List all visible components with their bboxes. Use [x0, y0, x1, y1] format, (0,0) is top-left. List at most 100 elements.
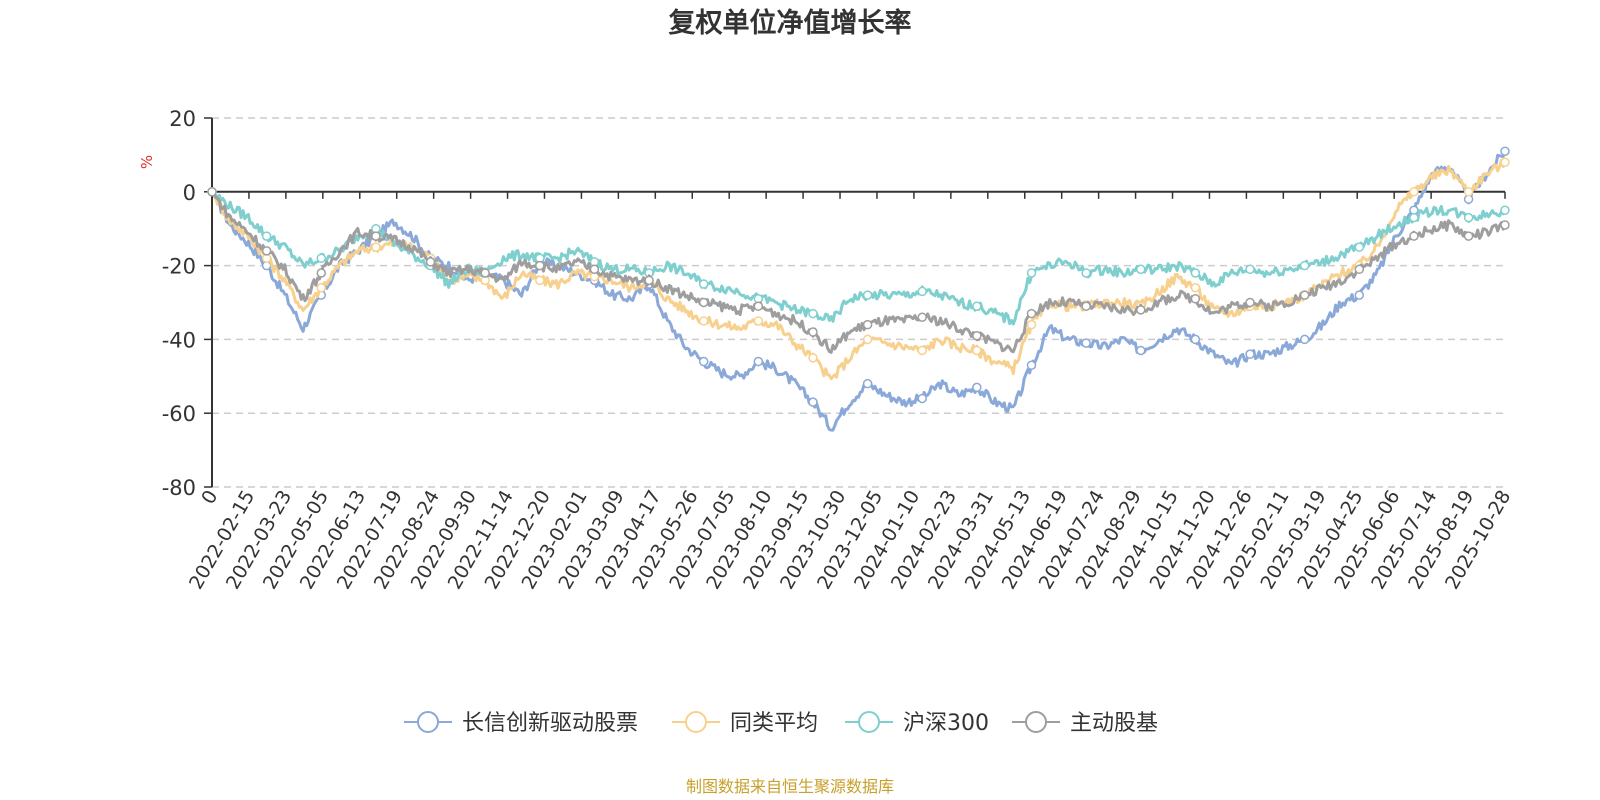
- legend-label: 主动股基: [1070, 711, 1158, 736]
- data-point: [1136, 305, 1146, 315]
- grid-lines: [212, 117, 1505, 488]
- data-point: [1500, 205, 1510, 215]
- data-point: [1081, 338, 1091, 348]
- data-point: [1190, 282, 1201, 293]
- data-point: [1081, 301, 1091, 311]
- y-axis-unit: %: [138, 155, 156, 169]
- data-point: [316, 282, 327, 293]
- data-point: [862, 334, 873, 345]
- data-point: [1026, 268, 1037, 278]
- data-point: [972, 382, 982, 393]
- legend-label: 沪深300: [903, 711, 989, 736]
- legend-item[interactable]: 沪深300: [845, 711, 989, 736]
- data-point: [535, 260, 545, 271]
- chart-title: 复权单位净值增长率: [669, 7, 912, 39]
- series-line: [211, 190, 1507, 326]
- data-source-note: 制图数据来自恒生聚源数据库: [686, 777, 894, 796]
- data-point: [1081, 268, 1091, 278]
- data-point: [1026, 319, 1037, 330]
- data-point: [972, 345, 982, 356]
- data-point: [261, 231, 272, 241]
- data-point: [1354, 264, 1365, 275]
- data-point: [1190, 334, 1201, 345]
- y-tick-label: 0: [183, 181, 196, 205]
- y-tick-label: -60: [162, 402, 196, 426]
- y-tick-label: -20: [162, 255, 196, 279]
- data-point: [1409, 231, 1419, 241]
- data-point: [698, 356, 709, 367]
- data-point: [862, 378, 873, 389]
- data-point: [698, 297, 709, 308]
- data-point: [1500, 157, 1510, 168]
- data-point: [862, 319, 873, 330]
- data-point: [371, 231, 381, 241]
- data-point: [1026, 360, 1037, 370]
- data-point: [917, 312, 927, 323]
- y-tick-label: -40: [162, 328, 196, 352]
- legend-marker: [1025, 711, 1047, 733]
- data-point: [1026, 308, 1037, 319]
- data-point: [972, 330, 982, 341]
- y-axis: 20 0 -20 -40 -60 -80: [162, 107, 213, 500]
- data-point: [1500, 220, 1510, 230]
- legend-marker: [417, 711, 439, 733]
- data-point: [1500, 146, 1510, 156]
- data-point: [972, 301, 982, 311]
- data-point: [316, 253, 327, 263]
- data-point: [808, 327, 818, 337]
- data-point: [1409, 187, 1419, 197]
- data-point: [1299, 290, 1310, 300]
- data-point: [535, 275, 545, 286]
- data-point: [698, 279, 709, 289]
- data-point: [1245, 297, 1255, 308]
- data-point: [917, 286, 927, 297]
- data-point: [753, 301, 764, 311]
- data-point: [1190, 268, 1201, 278]
- data-point: [1299, 334, 1310, 345]
- data-point: [862, 290, 873, 300]
- data-point: [1409, 212, 1419, 223]
- data-point: [1463, 231, 1474, 241]
- series-line: [210, 158, 1507, 381]
- data-point: [753, 356, 764, 367]
- data-point: [480, 268, 490, 278]
- x-axis: 02022-02-152022-03-232022-05-052022-06-1…: [185, 190, 1515, 593]
- data-point: [1354, 290, 1365, 300]
- legend-item[interactable]: 同类平均: [672, 711, 818, 736]
- data-point: [917, 393, 927, 404]
- data-point: [1245, 349, 1255, 359]
- data-point: [698, 316, 709, 326]
- data-point: [1136, 264, 1146, 275]
- legend-item[interactable]: 主动股基: [1012, 711, 1158, 736]
- series-line: [210, 190, 1507, 354]
- y-tick-label: 20: [169, 107, 196, 131]
- legend[interactable]: 长信创新驱动股票 同类平均 沪深300 主动股基: [404, 711, 1158, 736]
- data-point: [316, 268, 327, 278]
- data-point: [1299, 260, 1310, 271]
- data-point: [1354, 242, 1365, 252]
- legend-marker: [685, 711, 707, 733]
- data-point: [1463, 187, 1474, 197]
- y-tick-label: -80: [162, 476, 196, 500]
- legend-marker: [858, 711, 880, 733]
- data-point: [1245, 264, 1255, 275]
- data-point: [261, 246, 272, 256]
- data-point: [644, 275, 654, 286]
- legend-label: 长信创新驱动股票: [462, 711, 638, 736]
- legend-item[interactable]: 长信创新驱动股票: [404, 711, 638, 736]
- data-point: [808, 308, 818, 319]
- data-point: [808, 353, 818, 363]
- data-point: [371, 242, 381, 252]
- x-tick-label: 0: [197, 487, 222, 508]
- data-point: [808, 397, 818, 407]
- data-point: [425, 257, 436, 267]
- data-point: [917, 345, 927, 356]
- data-point: [589, 264, 600, 275]
- legend-label: 同类平均: [730, 711, 818, 736]
- data-point: [753, 316, 764, 326]
- data-point: [1136, 345, 1146, 356]
- data-point: [1190, 294, 1201, 304]
- data-point: [207, 187, 217, 197]
- data-point: [1463, 212, 1474, 223]
